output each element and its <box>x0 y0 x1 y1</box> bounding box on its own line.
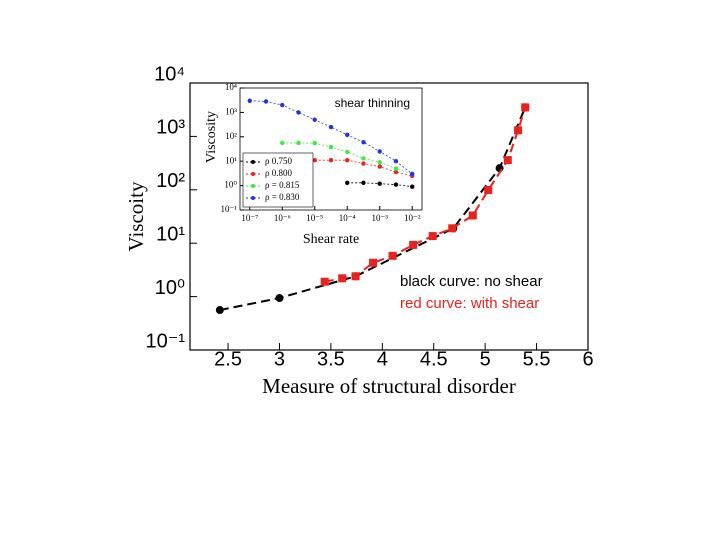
y-tick-label: 10³ <box>156 117 185 139</box>
series-line <box>282 142 413 175</box>
x-tick-label: 5.5 <box>523 348 551 370</box>
marker <box>312 117 317 122</box>
marker <box>514 126 523 135</box>
marker <box>320 277 329 286</box>
y-tick-label: 10¹ <box>225 155 237 165</box>
marker <box>503 156 512 165</box>
legend-label: ρ = 0.830 <box>265 192 300 202</box>
marker <box>377 160 382 165</box>
marker <box>345 157 350 163</box>
marker <box>328 124 334 130</box>
marker <box>410 171 415 177</box>
x-tick-label: 4 <box>377 348 388 370</box>
marker <box>275 294 284 303</box>
y-tick-label: 10⁻¹ <box>146 330 186 352</box>
x-tick-label: 3.5 <box>317 348 345 370</box>
series-line <box>219 106 527 312</box>
marker <box>361 180 366 186</box>
y-tick-label: 10⁰ <box>155 277 185 299</box>
chart-title: shear thinning <box>335 96 410 110</box>
marker <box>393 169 399 175</box>
x-tick-label: 10⁻⁴ <box>339 213 356 223</box>
x-tick-label: 3 <box>274 348 285 370</box>
x-tick-label: 6 <box>582 348 593 370</box>
x-tick-label: 10⁻³ <box>372 213 389 223</box>
y-tick-label: 10¹ <box>156 223 185 245</box>
marker <box>338 274 347 283</box>
y-tick-label: 10³ <box>225 106 237 116</box>
marker <box>345 132 350 138</box>
marker <box>215 306 224 315</box>
marker <box>296 110 301 115</box>
marker <box>377 181 382 186</box>
marker <box>393 166 399 171</box>
legend-label: ρ 0.800 <box>265 168 292 178</box>
legend-marker <box>251 160 255 164</box>
x-tick-label: 5 <box>480 348 491 370</box>
legend-label: ρ = 0.815 <box>265 180 300 190</box>
y-axis-label: Viscoity <box>124 181 148 251</box>
legend-marker <box>251 196 255 200</box>
marker <box>280 140 285 146</box>
marker <box>312 157 317 163</box>
y-tick-label: 10² <box>225 131 237 141</box>
marker <box>393 182 399 187</box>
legend-label: ρ 0.750 <box>265 156 292 166</box>
annotation: red curve: with shear <box>400 295 539 312</box>
marker <box>410 184 415 189</box>
x-tick-label: 10⁻⁵ <box>306 213 323 223</box>
marker <box>361 161 366 166</box>
marker <box>361 140 366 145</box>
marker <box>484 186 493 195</box>
marker <box>328 144 334 150</box>
x-tick-label: 10⁻² <box>404 213 421 223</box>
marker <box>361 156 366 161</box>
x-tick-label: 10⁻⁷ <box>241 213 258 223</box>
marker <box>521 103 530 112</box>
marker <box>393 159 399 164</box>
x-axis-label: Shear rate <box>303 232 359 247</box>
marker <box>377 149 382 154</box>
x-tick-label: 10⁻⁶ <box>274 213 291 223</box>
y-tick-label: 10⁻¹ <box>221 204 238 214</box>
y-tick-label: 10² <box>156 170 185 192</box>
marker <box>312 140 317 146</box>
marker <box>377 164 382 169</box>
x-tick-label: 4.5 <box>420 348 448 370</box>
marker <box>351 272 360 281</box>
marker <box>247 98 252 103</box>
marker <box>263 99 269 104</box>
legend-marker <box>251 172 255 176</box>
y-tick-label: 10⁰ <box>224 180 237 190</box>
marker <box>345 180 350 186</box>
marker <box>345 149 350 155</box>
marker <box>296 140 301 146</box>
x-tick-label: 2.5 <box>214 348 242 370</box>
marker <box>448 224 457 233</box>
y-tick-label: 10⁴ <box>225 82 237 92</box>
marker <box>280 102 285 108</box>
legend-marker <box>251 184 255 188</box>
marker <box>468 211 477 220</box>
annotation: black curve: no shear <box>400 273 543 290</box>
marker <box>409 240 418 249</box>
y-axis-label: Viscosity <box>204 111 219 163</box>
y-tick-label: 10⁴ <box>154 63 185 85</box>
marker <box>369 258 378 267</box>
marker <box>328 157 334 163</box>
marker <box>388 251 397 260</box>
marker <box>428 232 437 241</box>
x-axis-label: Measure of structural disorder <box>262 374 516 398</box>
